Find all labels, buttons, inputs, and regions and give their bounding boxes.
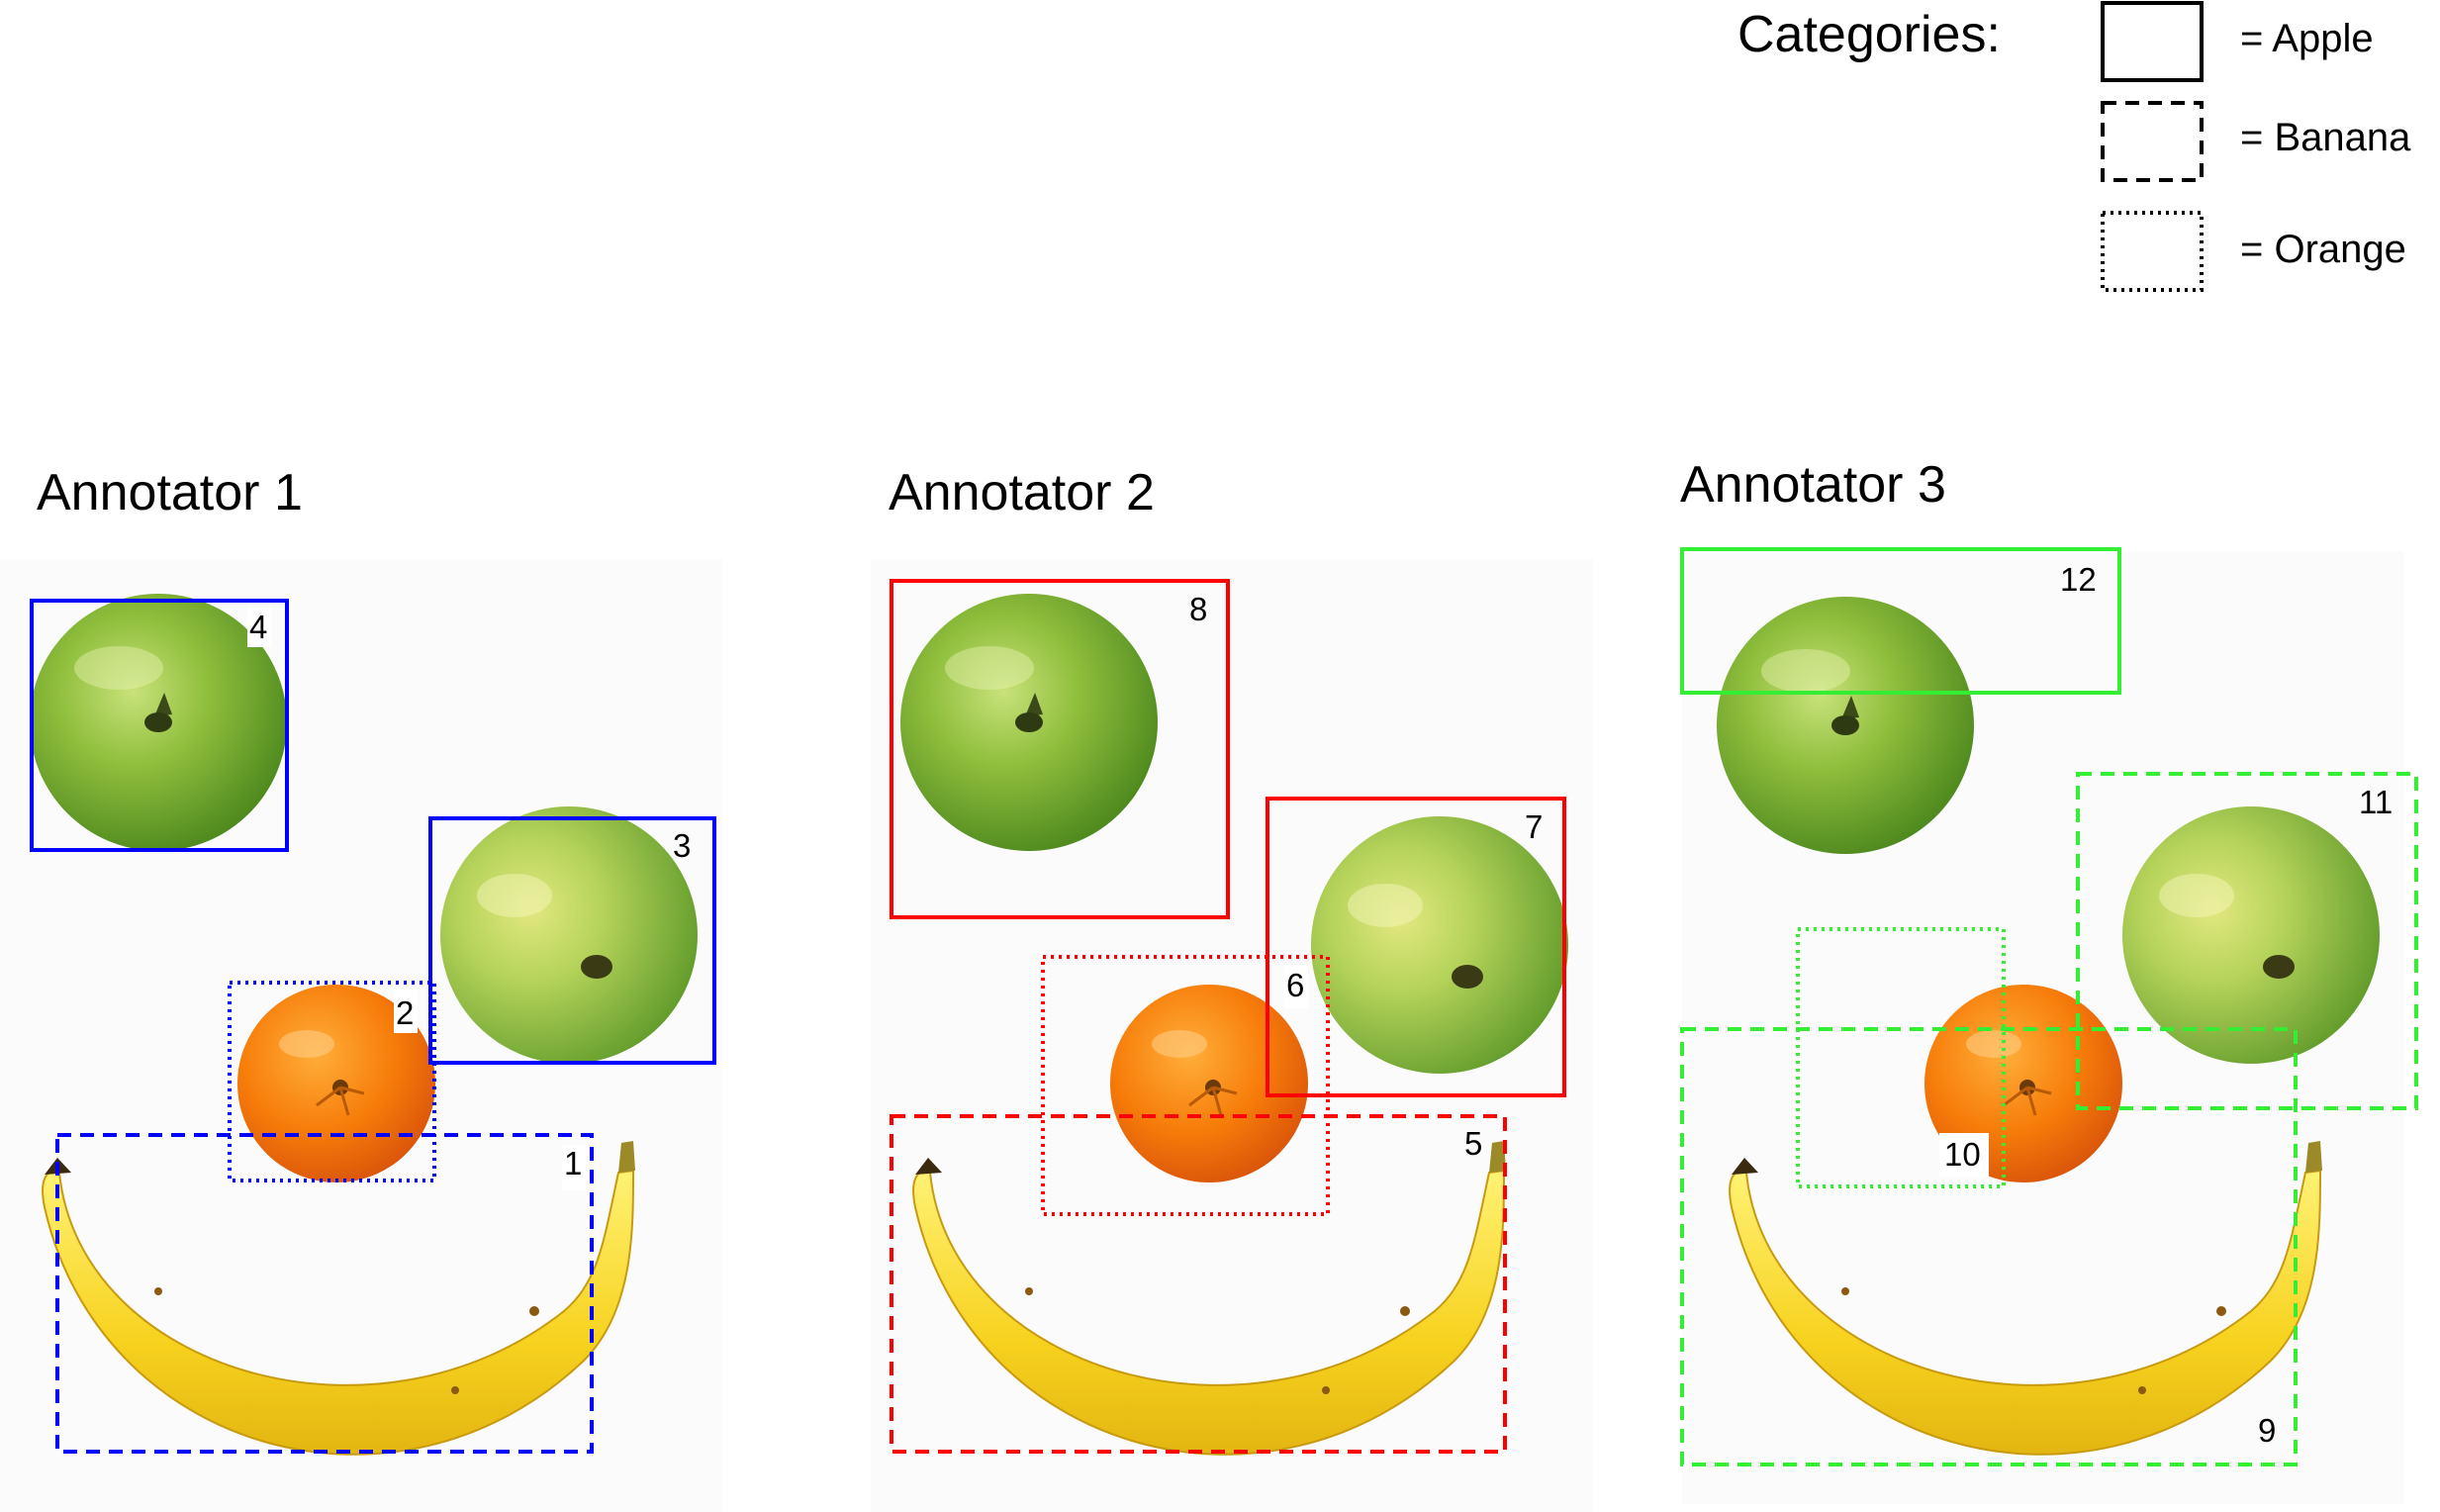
panel-title-annotator-3: Annotator 3 — [1680, 456, 1946, 514]
box-label-4: 4 — [249, 609, 267, 645]
label-bg — [247, 606, 271, 647]
box-label-11: 11 — [2359, 784, 2393, 820]
apple-image — [1717, 597, 1974, 854]
panel-title-annotator-2: Annotator 2 — [889, 464, 1155, 521]
bounding-box-7 — [1266, 797, 1566, 1097]
bounding-box-9 — [1680, 1027, 2298, 1466]
label-bg — [1939, 1133, 1989, 1177]
box-label-12: 12 — [2060, 561, 2097, 598]
box-label-1: 1 — [564, 1145, 582, 1181]
legend-label-banana: = Banana — [2240, 116, 2411, 159]
bounding-box-5 — [890, 1114, 1507, 1454]
panel-title-annotator-1: Annotator 1 — [37, 464, 303, 521]
box-label-6: 6 — [1286, 967, 1304, 1003]
bounding-box-4 — [30, 599, 289, 852]
bounding-box-3 — [428, 816, 716, 1065]
legend-label-orange: = Orange — [2240, 228, 2406, 271]
bounding-box-10 — [1796, 927, 2006, 1188]
apple-image — [1311, 816, 1568, 1074]
legend-title: Categories: — [1737, 6, 2001, 63]
panel-annotator-3: Annotator 3 12 11 10 9 — [1680, 456, 2418, 1504]
label-bg — [1284, 965, 1308, 1008]
panel-annotator-2: Annotator 2 8 7 6 5 — [871, 464, 1593, 1512]
legend: Categories: = Apple = Banana = Orange — [1737, 1, 2411, 292]
box-label-7: 7 — [1525, 808, 1543, 845]
bounding-box-2 — [228, 981, 436, 1182]
orange-image — [1108, 983, 1310, 1184]
legend-swatch-apple — [2101, 1, 2204, 82]
label-bg — [394, 990, 418, 1033]
bounding-box-6 — [1041, 955, 1330, 1216]
apple-image — [2122, 806, 2380, 1064]
legend-swatch-banana — [2101, 101, 2204, 182]
bounding-box-11 — [2076, 772, 2418, 1110]
box-label-10: 10 — [1944, 1136, 1981, 1173]
legend-label-apple: = Apple — [2240, 17, 2374, 60]
apple-image — [440, 806, 698, 1064]
box-label-9: 9 — [2258, 1412, 2276, 1449]
legend-swatch-orange — [2101, 211, 2204, 292]
label-bg — [562, 1145, 586, 1190]
box-label-8: 8 — [1189, 591, 1207, 627]
box-label-2: 2 — [396, 994, 414, 1031]
bounding-box-12 — [1680, 547, 2121, 695]
bounding-box-8 — [890, 579, 1230, 919]
bounding-box-1 — [55, 1133, 594, 1454]
box-label-5: 5 — [1464, 1125, 1482, 1162]
panel-annotator-1: Annotator 1 4 3 2 1 — [0, 464, 722, 1512]
apple-image — [900, 594, 1158, 851]
box-label-3: 3 — [673, 827, 691, 864]
